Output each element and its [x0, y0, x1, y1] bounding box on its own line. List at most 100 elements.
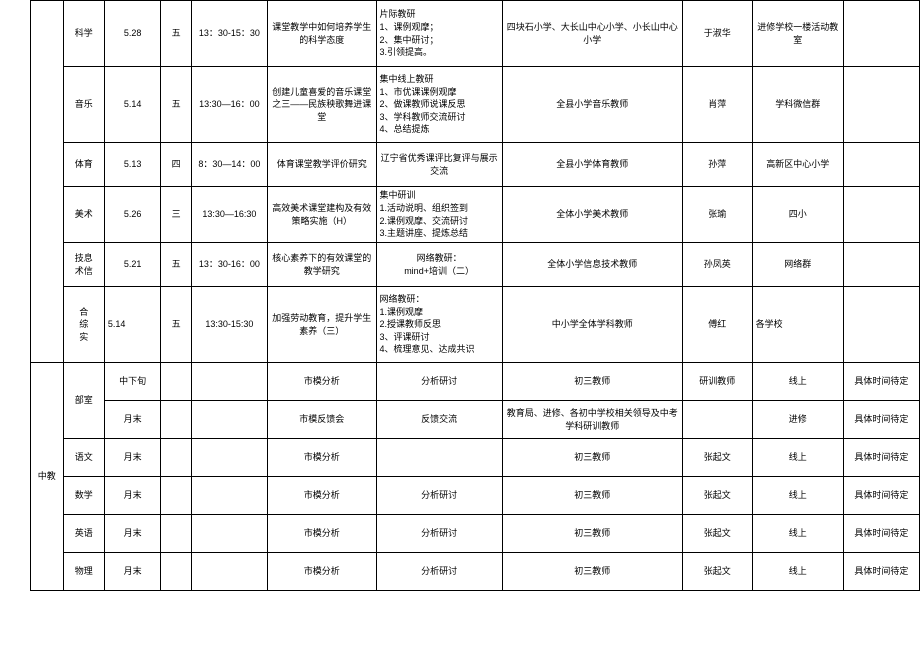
table-cell: [161, 439, 191, 477]
table-cell: 片际教研1、课例观摩；2、集中研讨；3.引领提高。: [376, 1, 502, 67]
table-cell: 中教: [31, 363, 64, 591]
table-cell: 8：30—14：00: [191, 143, 267, 187]
table-cell: 月末: [104, 477, 161, 515]
table-cell: 分析研讨: [376, 477, 502, 515]
table-cell: 中下旬: [104, 363, 161, 401]
table-row: 月末市模反馈会反馈交流教育局、进修、各初中学校相关领导及中考学科研训教师进修具体…: [31, 401, 920, 439]
table-cell: 5.26: [104, 187, 161, 243]
table-cell: 分析研讨: [376, 363, 502, 401]
table-cell: 肖萍: [683, 67, 753, 143]
table-cell: 五: [161, 243, 191, 287]
table-cell: 5.28: [104, 1, 161, 67]
table-cell: [161, 401, 191, 439]
table-cell: 辽宁省优秀课评比复评与展示交流: [376, 143, 502, 187]
table-cell: 物理: [63, 553, 104, 591]
table-cell: 初三教师: [502, 553, 682, 591]
table-cell: 五: [161, 1, 191, 67]
table-cell: 高新区中心小学: [752, 143, 843, 187]
schedule-table: 科学5.28五13：30-15：30课堂教学中如何培养学生的科学态度片际教研1、…: [30, 0, 920, 591]
table-cell: 孙萍: [683, 143, 753, 187]
table-cell: 三: [161, 187, 191, 243]
table-cell: [843, 187, 919, 243]
table-cell: [191, 363, 267, 401]
table-cell: 孙凤英: [683, 243, 753, 287]
table-cell: [191, 553, 267, 591]
table-cell: 市模分析: [267, 515, 376, 553]
table-cell: 线上: [752, 553, 843, 591]
table-cell: 数学: [63, 477, 104, 515]
table-cell: [31, 1, 64, 363]
table-cell: 全县小学音乐教师: [502, 67, 682, 143]
table-cell: [843, 1, 919, 67]
table-cell: 网络教研：1.课例观摩2.授课教师反思3、评课研讨4、梳理意见、达成共识: [376, 287, 502, 363]
table-cell: 全县小学体育教师: [502, 143, 682, 187]
table-cell: 四: [161, 143, 191, 187]
table-row: 语文月末市模分析初三教师张起文线上具体时间待定: [31, 439, 920, 477]
table-cell: [191, 477, 267, 515]
table-cell: 张起文: [683, 439, 753, 477]
table-cell: 初三教师: [502, 477, 682, 515]
table-cell: 五: [161, 287, 191, 363]
table-cell: 具体时间待定: [843, 515, 919, 553]
table-row: 中教部室中下旬市模分析分析研讨初三教师研训教师线上具体时间待定: [31, 363, 920, 401]
table-cell: 13：30-16：00: [191, 243, 267, 287]
table-cell: 全体小学美术教师: [502, 187, 682, 243]
table-cell: 5.13: [104, 143, 161, 187]
table-cell: 13:30—16：00: [191, 67, 267, 143]
table-cell: 创建儿童喜爱的音乐课堂之三——民族秧歌舞进课堂: [267, 67, 376, 143]
table-cell: 月末: [104, 439, 161, 477]
table-cell: 具体时间待定: [843, 439, 919, 477]
table-cell: 学科微信群: [752, 67, 843, 143]
table-cell: 初三教师: [502, 363, 682, 401]
table-cell: 四小: [752, 187, 843, 243]
table-cell: [161, 477, 191, 515]
table-row: 美术5.26三13:30—16:30高效美术课堂建构及有效策略实施（H）集中研训…: [31, 187, 920, 243]
table-cell: 课堂教学中如何培养学生的科学态度: [267, 1, 376, 67]
table-cell: 5.14: [104, 67, 161, 143]
table-cell: 进修学校一楼活动教室: [752, 1, 843, 67]
table-row: 物理月末市模分析分析研讨初三教师张起文线上具体时间待定: [31, 553, 920, 591]
table-cell: 张起文: [683, 553, 753, 591]
table-cell: 研训教师: [683, 363, 753, 401]
table-cell: 网络群: [752, 243, 843, 287]
table-cell: 市模分析: [267, 553, 376, 591]
table-cell: 核心素养下的有效课堂的教学研究: [267, 243, 376, 287]
table-cell: 教育局、进修、各初中学校相关领导及中考学科研训教师: [502, 401, 682, 439]
table-cell: [161, 553, 191, 591]
table-cell: 具体时间待定: [843, 477, 919, 515]
table-cell: 英语: [63, 515, 104, 553]
table-cell: [191, 401, 267, 439]
table-cell: 集中研训1.活动说明、组织签到2.课例观摩、交流研讨3.主题讲座、提炼总结: [376, 187, 502, 243]
table-cell: 集中线上教研1、市优课课例观摩2、做课教师说课反思3、学科教师交流研讨4、总结提…: [376, 67, 502, 143]
table-cell: 进修: [752, 401, 843, 439]
table-cell: 5.14: [104, 287, 161, 363]
table-cell: 张瑜: [683, 187, 753, 243]
table-cell: [191, 515, 267, 553]
table-row: 合综实5.14五13:30-15:30加强劳动教育，提升学生素养（三）网络教研：…: [31, 287, 920, 363]
table-cell: 线上: [752, 515, 843, 553]
table-cell: 美术: [63, 187, 104, 243]
table-cell: 13:30-15:30: [191, 287, 267, 363]
table-row: 体育5.13四8：30—14：00体育课堂教学评价研究辽宁省优秀课评比复评与展示…: [31, 143, 920, 187]
table-cell: 5.21: [104, 243, 161, 287]
table-cell: [161, 363, 191, 401]
table-cell: 具体时间待定: [843, 401, 919, 439]
table-cell: 市模反馈会: [267, 401, 376, 439]
table-cell: 反馈交流: [376, 401, 502, 439]
table-cell: 具体时间待定: [843, 553, 919, 591]
table-cell: [843, 287, 919, 363]
table-cell: 网络教研：mind+培训（二）: [376, 243, 502, 287]
table-cell: 分析研讨: [376, 515, 502, 553]
table-cell: 科学: [63, 1, 104, 67]
table-cell: 分析研讨: [376, 553, 502, 591]
table-cell: 市模分析: [267, 477, 376, 515]
table-cell: 四块石小学、大长山中心小学、小长山中心小学: [502, 1, 682, 67]
table-cell: 语文: [63, 439, 104, 477]
table-cell: 加强劳动教育，提升学生素养（三）: [267, 287, 376, 363]
table-cell: [843, 243, 919, 287]
table-row: 科学5.28五13：30-15：30课堂教学中如何培养学生的科学态度片际教研1、…: [31, 1, 920, 67]
table-cell: 13：30-15：30: [191, 1, 267, 67]
table-cell: 月末: [104, 515, 161, 553]
table-cell: [843, 143, 919, 187]
table-cell: 各学校: [752, 287, 843, 363]
